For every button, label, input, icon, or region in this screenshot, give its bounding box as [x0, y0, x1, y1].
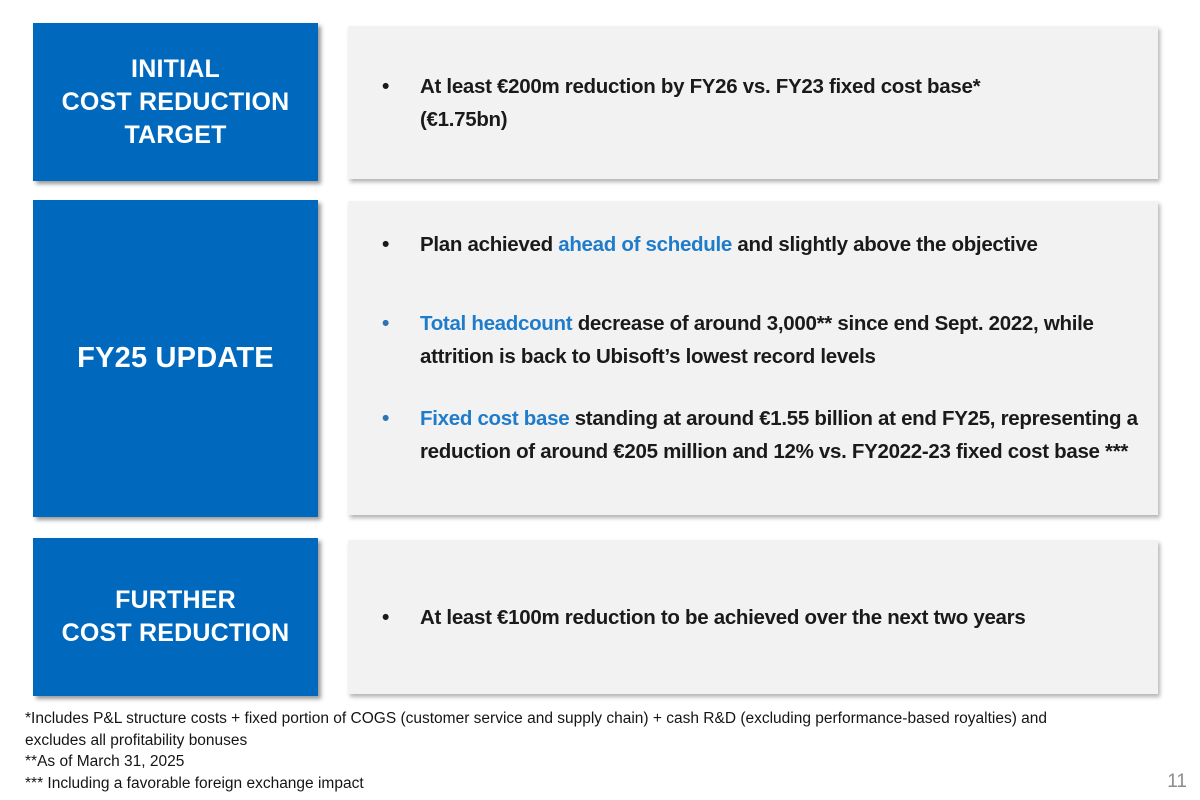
bullet-text-highlight: Total headcount	[420, 312, 573, 335]
bullet-fixed-cost-base: • Fixed cost base standing at around €1.…	[348, 402, 1158, 468]
bullet-text: and slightly above the objective	[732, 233, 1038, 256]
bullet-text: At least €100m reduction to be achieved …	[420, 605, 1026, 629]
content-panel-fy25-update: • Plan achieved ahead of schedule and sl…	[348, 201, 1158, 515]
header-line: INITIAL	[131, 54, 220, 83]
bullet-marker: •	[382, 407, 390, 430]
header-line: COST REDUCTION	[61, 87, 290, 116]
bullet-marker: •	[382, 233, 390, 256]
bullet-text: Plan achieved	[420, 233, 559, 256]
content-panel-further-reduction: • At least €100m reduction to be achieve…	[348, 540, 1158, 694]
bullet-text: At least €200m reduction by FY26 vs. FY2…	[420, 74, 981, 98]
footnotes: *Includes P&L structure costs + fixed po…	[25, 708, 1085, 794]
header-box-fy25-update: FY25 UPDATE	[33, 200, 318, 517]
header-line: TARGET	[124, 120, 227, 149]
bullet-further-reduction: • At least €100m reduction to be achieve…	[348, 601, 1158, 634]
bullet-marker: •	[382, 312, 390, 335]
bullet-text: (€1.75bn)	[420, 107, 508, 131]
footnote-as-of-date: **As of March 31, 2025	[25, 753, 185, 770]
bullet-marker: •	[382, 74, 390, 98]
footnote-fx-impact: *** Including a favorable foreign exchan…	[25, 774, 364, 792]
header-line: FURTHER	[115, 586, 236, 614]
bullet-plan-achieved: • Plan achieved ahead of schedule and sl…	[348, 228, 1158, 261]
header-line: FY25 UPDATE	[77, 342, 274, 374]
bullet-marker: •	[382, 605, 390, 629]
bullet-total-headcount: • Total headcount decrease of around 3,0…	[348, 307, 1158, 373]
header-line: COST REDUCTION	[61, 619, 290, 647]
footnote-cost-definition: *Includes P&L structure costs + fixed po…	[25, 710, 1048, 749]
bullet-text: decrease of around 3,000** since end Sep…	[420, 312, 1094, 368]
page-number: 11	[1167, 771, 1187, 792]
header-box-initial-cost-reduction-target: INITIAL COST REDUCTION TARGET	[33, 23, 318, 181]
bullet-text: standing at around €1.55 billion at end …	[420, 407, 1138, 463]
content-panel-initial-target: • At least €200m reduction by FY26 vs. F…	[348, 26, 1158, 179]
bullet-text-highlight: ahead of schedule	[558, 233, 732, 256]
bullet-initial-target: • At least €200m reduction by FY26 vs. F…	[348, 70, 1158, 136]
header-box-further-cost-reduction: FURTHER COST REDUCTION	[33, 538, 318, 696]
bullet-text-highlight: Fixed cost base	[420, 407, 570, 430]
